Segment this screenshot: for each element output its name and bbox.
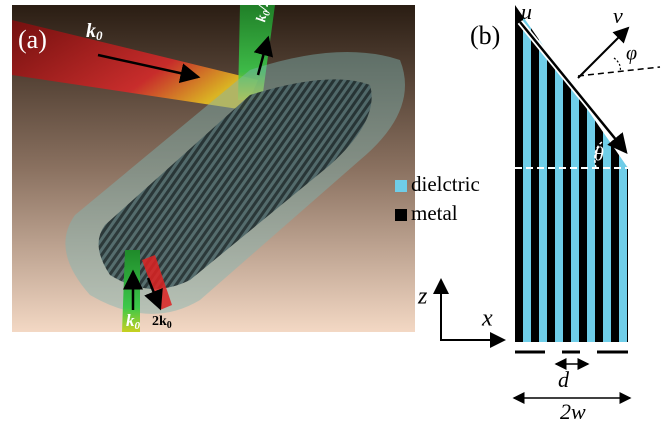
axis-label: z bbox=[417, 284, 428, 310]
dielectric-layer bbox=[587, 5, 595, 342]
dielectric-layer bbox=[571, 5, 579, 342]
dielectric-layer bbox=[523, 5, 531, 342]
dielectric-layer bbox=[555, 5, 563, 342]
metal-layer bbox=[579, 5, 587, 342]
symbol: θ bbox=[594, 144, 604, 166]
panel-b: (b) u v φ θ dielctric metal z x d 2w bbox=[395, 0, 660, 424]
panel-label: (a) bbox=[18, 25, 47, 54]
metal-layer bbox=[611, 5, 619, 342]
symbol: φ bbox=[626, 43, 637, 65]
metamaterial bbox=[515, 5, 635, 342]
figure: (a) k0 k0/2 k0 2k0 (b) u v φ θ dielctric… bbox=[0, 0, 669, 426]
panel-a: (a) k0 k0/2 k0 2k0 bbox=[12, 0, 415, 332]
legend-swatch bbox=[395, 209, 407, 221]
symbol: u bbox=[521, 0, 532, 24]
metal-layer bbox=[563, 5, 571, 342]
dimension-label: d bbox=[558, 367, 570, 392]
angle-arc bbox=[614, 58, 620, 72]
legend-label: metal bbox=[411, 201, 458, 225]
arrow-v bbox=[578, 28, 628, 78]
panel-label: (b) bbox=[470, 21, 500, 50]
symbol: v bbox=[613, 3, 623, 28]
legend-label: dielctric bbox=[411, 172, 480, 196]
dielectric-layer bbox=[603, 5, 611, 342]
legend-swatch bbox=[395, 180, 407, 192]
dashed-line bbox=[578, 67, 660, 76]
metal-layer bbox=[515, 5, 523, 342]
axis-label: x bbox=[481, 306, 493, 332]
metal-layer bbox=[531, 5, 539, 342]
dimension-label: 2w bbox=[560, 399, 586, 424]
